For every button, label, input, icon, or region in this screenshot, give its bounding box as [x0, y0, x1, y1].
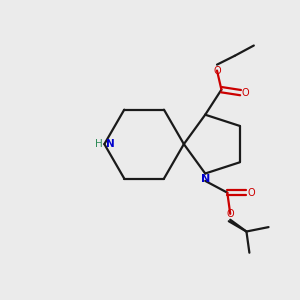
- Text: N: N: [201, 174, 210, 184]
- Text: H: H: [95, 139, 103, 149]
- Text: N: N: [106, 139, 115, 149]
- Text: O: O: [226, 209, 234, 219]
- Text: O: O: [213, 65, 221, 76]
- Text: O: O: [247, 188, 255, 198]
- Text: O: O: [241, 88, 249, 98]
